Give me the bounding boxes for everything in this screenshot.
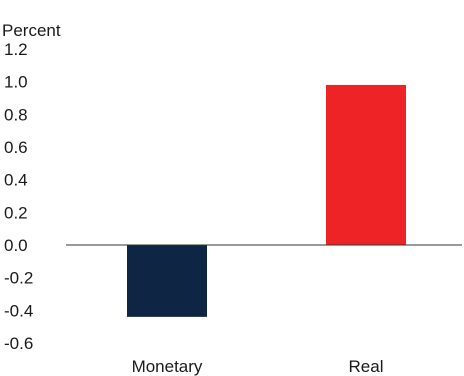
y-tick-label: 0.6 (4, 138, 28, 157)
y-tick-label: 0.0 (4, 236, 28, 255)
x-axis-labels: Monetary Real (132, 357, 384, 376)
y-tick-label: 0.4 (4, 171, 28, 190)
y-axis-ticks: 1.2 1.0 0.8 0.6 0.4 0.2 0.0 -0.2 -0.4 -0.6 (4, 40, 33, 353)
bars (127, 84, 406, 317)
y-tick-label: 1.2 (4, 40, 28, 59)
y-tick-label: 1.0 (4, 73, 28, 92)
y-tick-label: -0.6 (4, 334, 33, 353)
y-tick-label: 0.8 (4, 105, 28, 124)
y-axis-label: Percent (2, 21, 61, 40)
y-tick-label: 0.2 (4, 203, 28, 222)
y-tick-label: -0.2 (4, 269, 33, 288)
y-tick-label: -0.4 (4, 301, 33, 320)
bar-monetary (127, 245, 207, 317)
bar-real (326, 84, 406, 245)
x-tick-label: Real (349, 357, 384, 376)
x-tick-label: Monetary (132, 357, 203, 376)
